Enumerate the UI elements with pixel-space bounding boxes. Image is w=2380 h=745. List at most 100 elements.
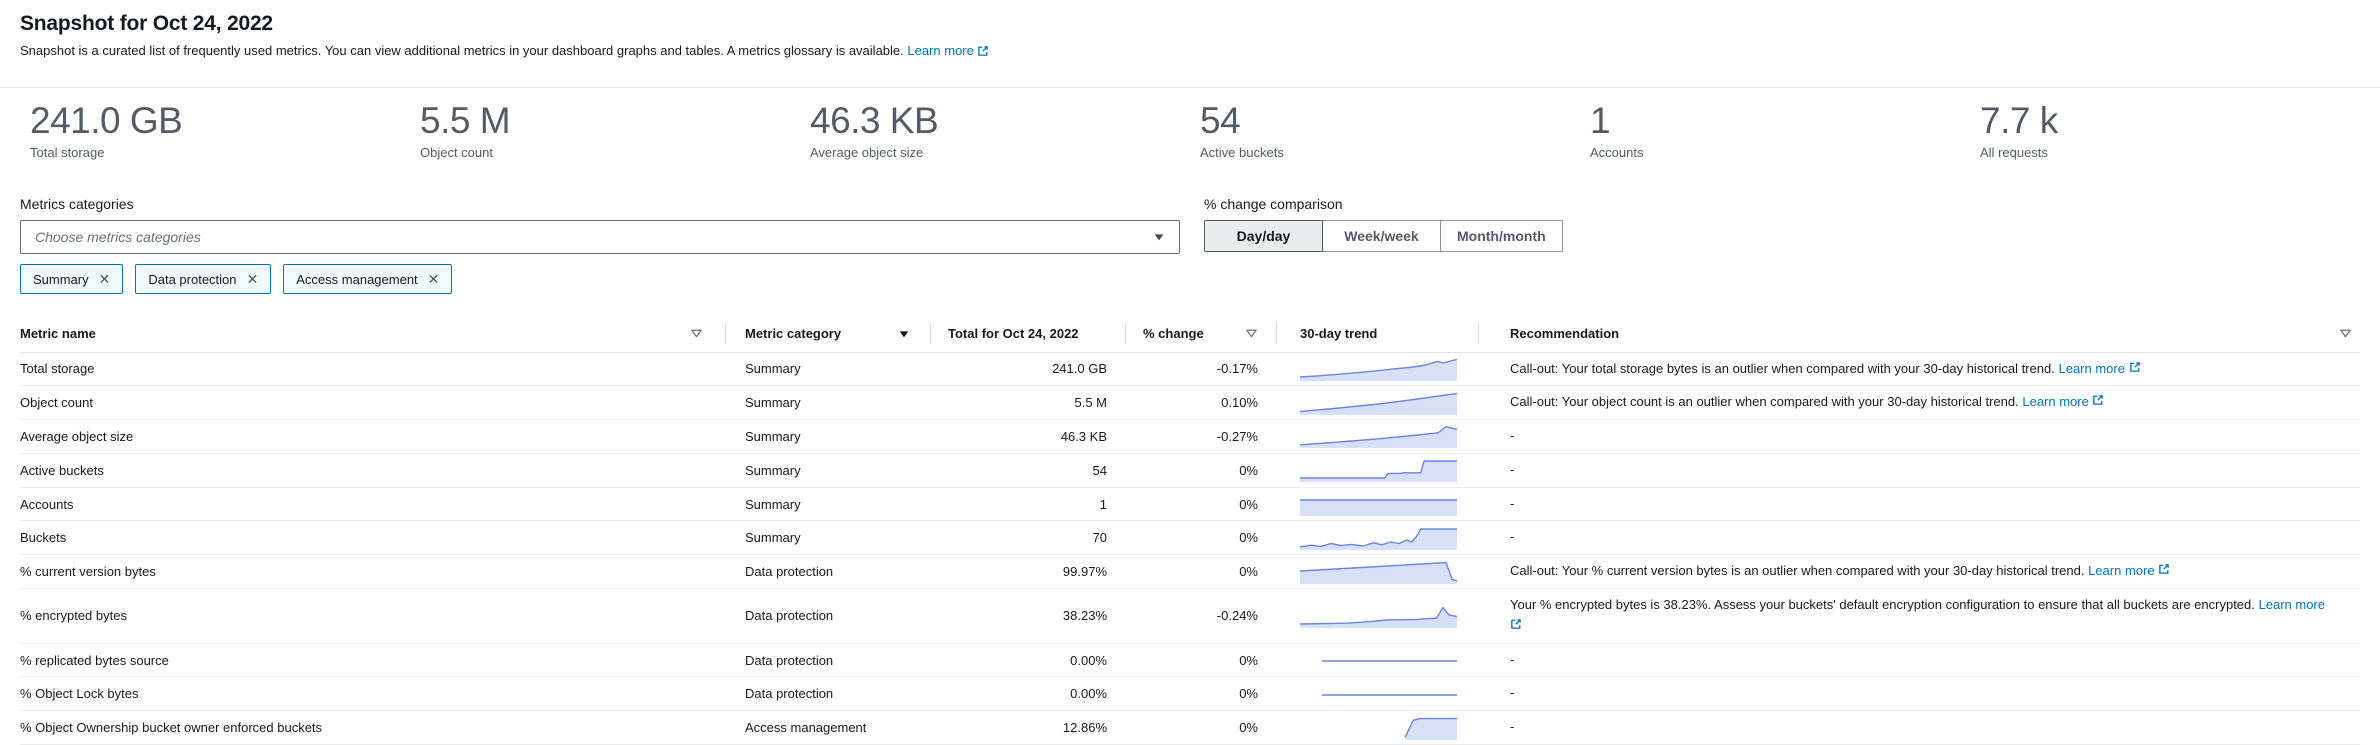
tag-remove-icon[interactable]: ✕: [247, 272, 259, 286]
recommendation-cell: -: [1478, 521, 2360, 555]
selected-category-tags: Summary✕ Data protection✕ Access managemen…: [20, 264, 1180, 294]
trend-sparkline: [1300, 391, 1457, 415]
metric-category-cell: Data protection: [725, 677, 930, 711]
recommendation-cell: Your % encrypted bytes is 38.23%. Assess…: [1478, 589, 2360, 644]
recommendation-learn-more-link[interactable]: Learn more: [1510, 597, 2329, 633]
change-cell: -0.17%: [1125, 352, 1276, 386]
category-tag[interactable]: Access management ✕: [283, 264, 452, 294]
card-value: 54: [1200, 102, 1580, 139]
card-value: 241.0 GB: [30, 102, 410, 139]
select-placeholder: Choose metrics categories: [35, 229, 201, 245]
comparison-toggle-group: Day/dayWeek/weekMonth/month: [1204, 220, 1563, 252]
trend-sparkline: [1300, 648, 1457, 672]
filter-icon[interactable]: [1245, 327, 1258, 340]
card-value: 1: [1590, 102, 1970, 139]
column-header-name[interactable]: Metric name: [20, 316, 725, 352]
total-cell: 0.00%: [930, 643, 1125, 677]
table-row: Active bucketsSummary540%-: [20, 453, 2360, 487]
summary-cards: 241.0 GB Total storage5.5 MObject count 46…: [20, 88, 2360, 160]
metric-category-cell: Summary: [725, 453, 930, 487]
snapshot-panel: Snapshot for Oct 24, 2022 Snapshot is a …: [0, 12, 2380, 60]
card-value: 46.3 KB: [810, 102, 1190, 139]
tag-label: Access management: [296, 272, 417, 287]
summary-card: 5.5 MObject count: [410, 102, 800, 160]
card-label: Average object size: [810, 145, 1190, 160]
column-label: % change: [1143, 326, 1204, 341]
comparison-option-day[interactable]: Day/day: [1204, 220, 1323, 252]
card-label: Total storage: [30, 145, 410, 160]
metric-category-cell: Data protection: [725, 643, 930, 677]
column-header-recommendation[interactable]: Recommendation: [1478, 316, 2360, 352]
external-link-icon: [977, 45, 989, 60]
column-label: 30-day trend: [1300, 326, 1377, 341]
column-header-change[interactable]: % change: [1125, 316, 1276, 352]
trend-cell: [1276, 589, 1478, 644]
metric-name-cell: % replicated bytes source: [20, 643, 725, 677]
change-cell: 0%: [1125, 521, 1276, 555]
page-title: Snapshot for Oct 24, 2022: [20, 12, 2360, 36]
recommendation-learn-more-link[interactable]: Learn more: [2088, 563, 2170, 578]
trend-sparkline: [1300, 604, 1457, 628]
external-link-icon: [1510, 618, 1522, 630]
trend-cell: [1276, 453, 1478, 487]
trend-sparkline: [1300, 716, 1457, 740]
category-tag[interactable]: Data protection✕: [135, 264, 271, 294]
metric-name-cell: % Object Ownership bucket owner enforced…: [20, 711, 725, 745]
summary-card: 7.7 k All requests: [1970, 102, 2360, 160]
card-value: 7.7 k: [1980, 102, 2360, 139]
total-cell: 38.23%: [930, 589, 1125, 644]
metric-name-cell: Accounts: [20, 487, 725, 521]
column-header-trend[interactable]: 30-day trend: [1276, 316, 1478, 352]
column-label: Recommendation: [1510, 326, 1619, 341]
sort-caret-icon[interactable]: [898, 328, 910, 340]
trend-sparkline: [1300, 682, 1457, 706]
metrics-categories-label: Metrics categories: [20, 196, 1180, 212]
table-row: % Object Lock bytesData protection0.00%0…: [20, 677, 2360, 711]
tag-remove-icon[interactable]: ✕: [99, 272, 111, 286]
learn-more-link[interactable]: Learn more: [907, 43, 988, 58]
recommendation-learn-more-link[interactable]: Learn more: [2022, 394, 2104, 409]
change-cell: 0%: [1125, 677, 1276, 711]
trend-sparkline: [1300, 424, 1457, 448]
metric-category-cell: Summary: [725, 352, 930, 386]
summary-card: 54Active buckets: [1190, 102, 1580, 160]
trend-cell: [1276, 420, 1478, 454]
total-cell: 241.0 GB: [930, 352, 1125, 386]
change-comparison-label: % change comparison: [1204, 196, 1563, 212]
metric-category-cell: Summary: [725, 521, 930, 555]
table-row: % Object Ownership bucket owner enforced…: [20, 711, 2360, 745]
recommendation-cell: -: [1478, 677, 2360, 711]
comparison-option-month[interactable]: Month/month: [1440, 220, 1563, 252]
filter-icon[interactable]: [2339, 327, 2352, 340]
column-header-category[interactable]: Metric category: [725, 316, 930, 352]
metric-category-cell: Summary: [725, 487, 930, 521]
table-row: Total storageSummary241.0 GB-0.17%Call-o…: [20, 352, 2360, 386]
trend-sparkline: [1300, 492, 1457, 516]
metric-name-cell: Object count: [20, 386, 725, 420]
change-cell: 0%: [1125, 453, 1276, 487]
category-tag[interactable]: Summary✕: [20, 264, 123, 294]
recommendation-learn-more-link[interactable]: Learn more: [2058, 361, 2140, 376]
comparison-option-week[interactable]: Week/week: [1322, 220, 1441, 252]
total-cell: 1: [930, 487, 1125, 521]
card-label: All requests: [1980, 145, 2360, 160]
trend-cell: [1276, 711, 1478, 745]
change-cell: 0%: [1125, 643, 1276, 677]
filter-icon[interactable]: [690, 327, 703, 340]
metrics-categories-select[interactable]: Choose metrics categories: [20, 220, 1180, 254]
tag-remove-icon[interactable]: ✕: [428, 272, 440, 286]
trend-cell: [1276, 386, 1478, 420]
metric-name-cell: % Object Lock bytes: [20, 677, 725, 711]
total-cell: 0.00%: [930, 677, 1125, 711]
recommendation-cell: -: [1478, 420, 2360, 454]
metric-name-cell: % current version bytes: [20, 555, 725, 589]
metric-category-cell: Summary: [725, 386, 930, 420]
caret-down-icon[interactable]: [1153, 231, 1165, 243]
change-cell: -0.24%: [1125, 589, 1276, 644]
trend-cell: [1276, 677, 1478, 711]
total-cell: 70: [930, 521, 1125, 555]
external-link-icon: [2158, 563, 2170, 575]
card-label: Object count: [420, 145, 800, 160]
change-cell: 0%: [1125, 711, 1276, 745]
column-header-total[interactable]: Total for Oct 24, 2022: [930, 316, 1125, 352]
